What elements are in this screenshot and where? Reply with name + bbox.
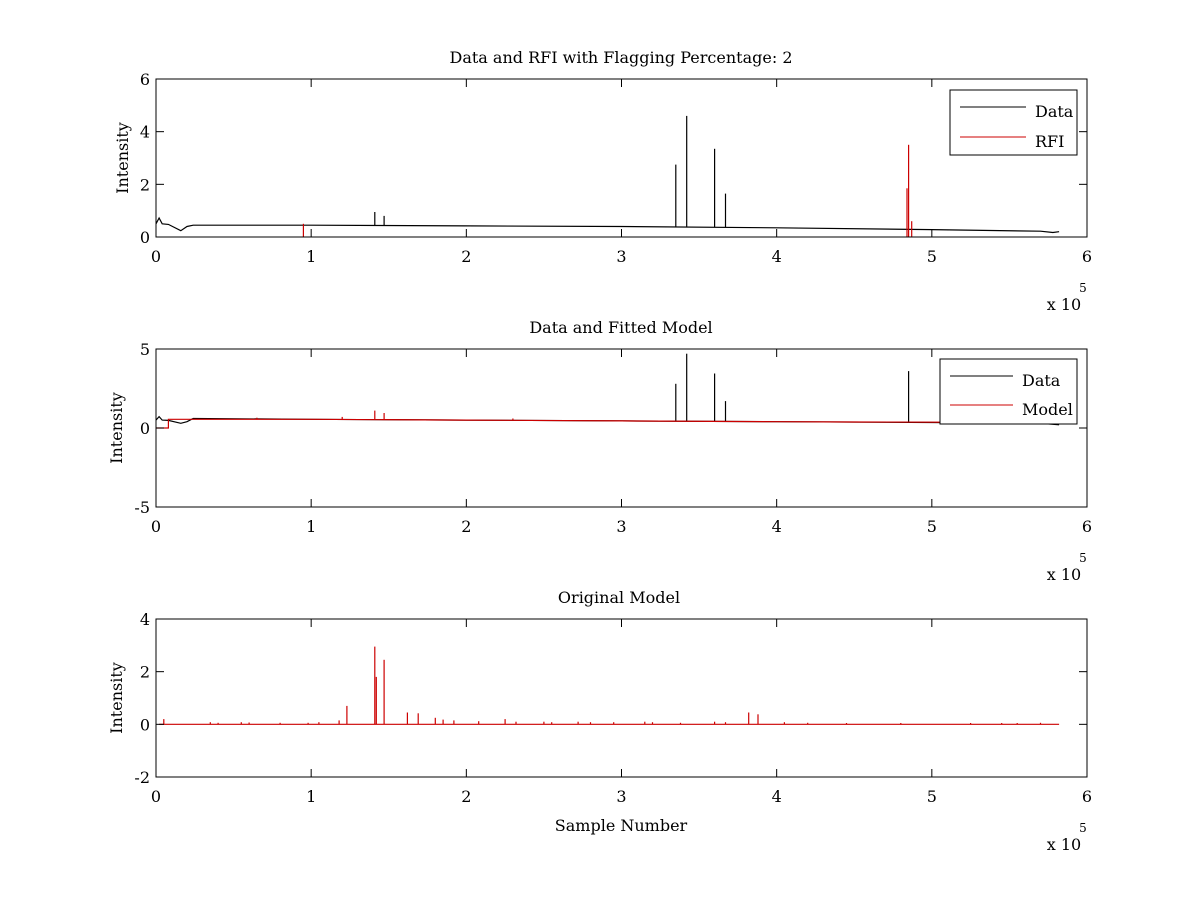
x-tick-label: 3 <box>616 247 626 266</box>
x-tick-label: 2 <box>461 247 471 266</box>
y-axis-label: Intensity <box>113 122 132 194</box>
legend-label-model: Model <box>1022 400 1073 419</box>
y-axis-label: Intensity <box>107 392 126 464</box>
x-tick-label: 5 <box>927 517 937 536</box>
x-tick-label: 4 <box>772 517 782 536</box>
x-tick-label: 1 <box>306 517 316 536</box>
x-tick-label: 5 <box>927 247 937 266</box>
y-tick-label: 4 <box>140 610 150 629</box>
x-tick-label: 0 <box>151 247 161 266</box>
x-tick-label: 1 <box>306 787 316 806</box>
y-tick-label: 0 <box>140 419 150 438</box>
y-tick-label: 2 <box>140 663 150 682</box>
x-tick-label: 3 <box>616 787 626 806</box>
y-tick-label: 5 <box>140 340 150 359</box>
x-exponent-power: 5 <box>1079 551 1087 565</box>
legend: Data Model <box>939 358 1078 425</box>
plot-area: 0 1 2 3 4 5 6-505 <box>134 340 1092 536</box>
plot-area: 0 1 2 3 4 5 6 0 2 4 6 <box>140 70 1092 266</box>
x-tick-label: 6 <box>1082 247 1092 266</box>
legend: Data RFI <box>949 89 1078 156</box>
legend-label-rfi: RFI <box>1035 132 1064 151</box>
y-tick-label: -5 <box>134 498 150 517</box>
x-exponent-power: 5 <box>1079 821 1087 835</box>
x-exponent-power: 5 <box>1079 281 1087 295</box>
x-tick-label: 6 <box>1082 787 1092 806</box>
panel-data-model: Data and Fitted Model Intensity 0 1 2 3 4 5 6 -… <box>107 318 1092 584</box>
x-tick-label: 1 <box>306 247 316 266</box>
x-tick-label: 6 <box>1082 517 1092 536</box>
panel-title: Original Model <box>558 588 680 607</box>
x-axis-label: Sample Number <box>555 816 688 835</box>
x-tick-label: 0 <box>151 787 161 806</box>
y-tick-label: 0 <box>140 715 150 734</box>
legend-box <box>949 89 1078 156</box>
x-tick-label: 2 <box>461 787 471 806</box>
y-tick-label: 4 <box>140 123 150 142</box>
x-tick-label: 4 <box>772 247 782 266</box>
y-tick-label: -2 <box>134 768 150 787</box>
y-tick-label: 2 <box>140 175 150 194</box>
panel-title: Data and Fitted Model <box>529 318 712 337</box>
x-tick-label: 4 <box>772 787 782 806</box>
y-tick-label: 6 <box>140 70 150 89</box>
series-line-1 <box>156 418 1060 429</box>
x-tick-label: 3 <box>616 517 626 536</box>
x-exponent-label: x 10 <box>1047 565 1081 584</box>
legend-label-data: Data <box>1022 371 1061 390</box>
panel-title: Data and RFI with Flagging Percentage: 2 <box>449 48 792 67</box>
series-line-0 <box>155 216 1060 234</box>
x-exponent-label: x 10 <box>1047 835 1081 854</box>
y-axis-label: Intensity <box>107 662 126 734</box>
x-tick-label: 0 <box>151 517 161 536</box>
x-tick-label: 5 <box>927 787 937 806</box>
x-tick-label: 2 <box>461 517 471 536</box>
y-tick-label: 0 <box>140 228 150 247</box>
x-exponent-label: x 10 <box>1047 295 1081 314</box>
panel-data-rfi: Data and RFI with Flagging Percentage: 2… <box>113 48 1092 314</box>
legend-box <box>939 358 1078 425</box>
legend-label-data: Data <box>1035 102 1074 121</box>
